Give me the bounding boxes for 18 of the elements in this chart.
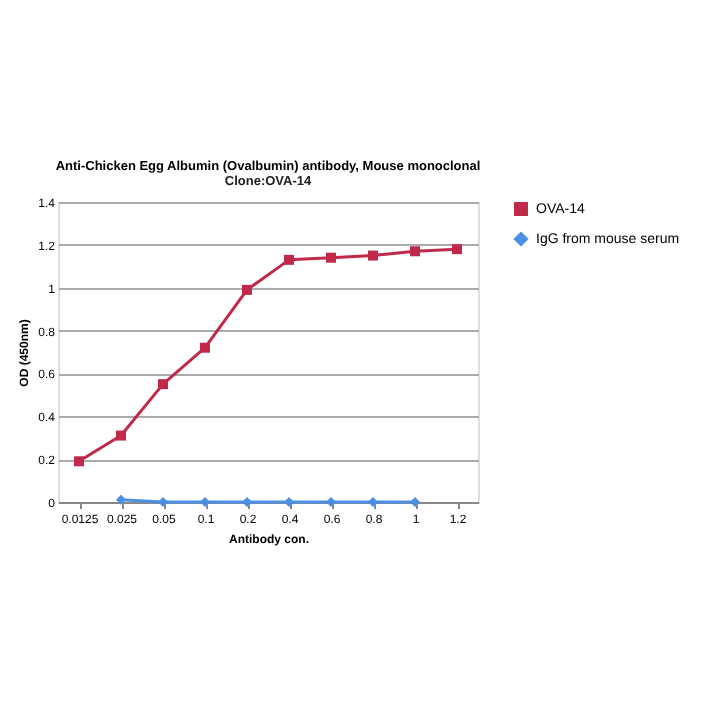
point (326, 252, 336, 263)
point (116, 494, 126, 505)
point (200, 342, 210, 353)
point (452, 244, 462, 255)
point (116, 430, 126, 441)
point (410, 246, 420, 257)
point (326, 497, 336, 507)
point (74, 456, 84, 467)
point (368, 250, 378, 261)
point (200, 497, 210, 507)
point (284, 497, 294, 507)
point (368, 497, 378, 507)
point (410, 497, 420, 507)
point (158, 379, 168, 390)
point (158, 497, 168, 507)
point (242, 284, 252, 295)
point (284, 254, 294, 265)
point (242, 497, 252, 507)
